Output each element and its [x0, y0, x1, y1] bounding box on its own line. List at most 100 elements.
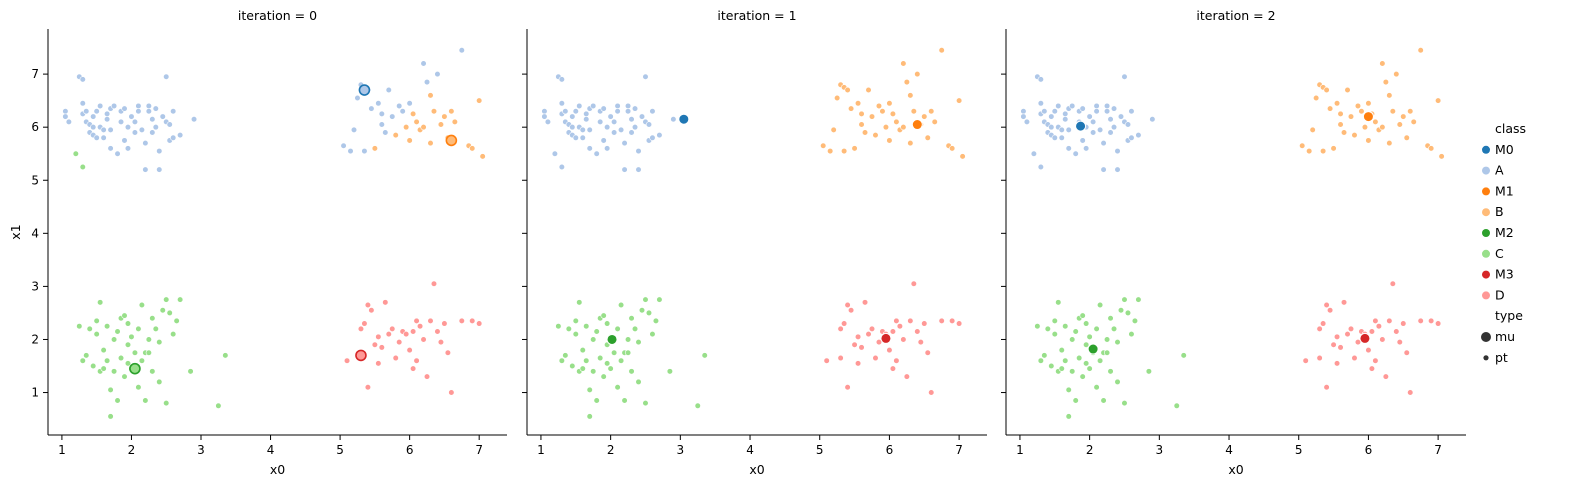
point-a: [100, 134, 107, 141]
point-a: [1114, 166, 1121, 173]
point-c: [572, 331, 579, 338]
point-c: [1069, 368, 1076, 375]
point-d: [1365, 346, 1372, 354]
point-a: [83, 108, 90, 115]
point-a: [170, 108, 177, 115]
point-c: [166, 309, 173, 317]
point-d: [437, 339, 445, 346]
point-a: [190, 116, 198, 123]
point-d: [910, 280, 917, 287]
point-c: [135, 384, 142, 391]
point-b: [914, 71, 921, 78]
point-a: [1090, 129, 1097, 136]
point-b: [458, 47, 465, 54]
point-c: [579, 346, 586, 354]
point-c: [1065, 386, 1072, 393]
legend-marker-b: [1482, 208, 1490, 217]
facet-title: iteration = 1: [717, 8, 796, 23]
point-a: [656, 132, 663, 139]
point-a: [645, 121, 653, 128]
point-a: [1079, 105, 1086, 112]
point-d: [872, 354, 879, 362]
point-d: [385, 331, 392, 338]
point-a: [1096, 126, 1104, 133]
point-a: [1100, 166, 1107, 173]
legend-title-type: type: [1495, 308, 1523, 323]
point-d: [1396, 339, 1403, 346]
x-tick-label: 1: [537, 443, 545, 457]
point-d: [928, 389, 935, 396]
point-a: [142, 140, 149, 147]
x-tick-label: 3: [197, 443, 205, 457]
point-c: [145, 349, 152, 356]
point-a: [170, 134, 177, 141]
point-c: [624, 336, 632, 343]
point-c: [1086, 333, 1093, 340]
x-tick-label: 7: [1434, 443, 1442, 457]
point-b: [886, 100, 893, 107]
point-b: [1410, 118, 1417, 125]
point-b: [1386, 92, 1393, 99]
point-d: [921, 320, 928, 327]
point-c: [156, 339, 163, 346]
point-d: [844, 301, 851, 309]
point-b: [430, 108, 438, 115]
point-b: [928, 108, 935, 115]
point-d: [378, 344, 385, 351]
point-a: [551, 150, 558, 157]
point-b: [361, 147, 368, 155]
point-a: [635, 166, 642, 173]
point-b: [1309, 126, 1316, 133]
point-a: [600, 105, 607, 112]
point-a: [1079, 137, 1086, 144]
point-d: [1326, 307, 1334, 314]
point-b: [820, 142, 827, 149]
point-d: [441, 320, 448, 327]
mean-marker-m3: [880, 332, 892, 344]
legend-label-m1: M1: [1495, 183, 1514, 198]
point-c: [215, 402, 222, 409]
point-d: [1368, 365, 1376, 372]
point-a: [670, 116, 677, 123]
x-tick-label: 6: [406, 443, 414, 457]
point-b: [1358, 108, 1365, 115]
legend-marker-d: [1482, 291, 1490, 300]
point-a: [1093, 102, 1100, 110]
point-c: [562, 352, 569, 359]
x-tick-label: 3: [1156, 443, 1164, 457]
point-d: [1372, 357, 1379, 364]
point-d: [444, 349, 451, 356]
point-a: [1055, 102, 1062, 110]
point-c: [135, 325, 142, 332]
point-d: [458, 317, 465, 324]
legend-label-mu: mu: [1495, 329, 1515, 344]
point-b: [865, 86, 872, 94]
point-b: [1386, 140, 1393, 147]
point-c: [1083, 341, 1090, 348]
point-d: [1323, 384, 1330, 391]
point-a: [1058, 134, 1065, 141]
x-tick-label: 3: [677, 443, 685, 457]
point-b: [1379, 124, 1386, 131]
point-d: [893, 357, 900, 364]
point-c: [173, 317, 180, 324]
point-b: [949, 145, 956, 152]
point-b: [1389, 108, 1396, 115]
point-a: [1062, 116, 1069, 123]
point-a: [1107, 129, 1114, 136]
point-a: [624, 102, 632, 110]
point-a: [1135, 132, 1142, 139]
point-c: [628, 315, 635, 322]
point-d: [837, 325, 844, 332]
point-d: [392, 354, 399, 362]
point-c: [170, 331, 177, 338]
point-b: [427, 140, 434, 147]
point-b: [423, 78, 431, 86]
point-c: [1114, 339, 1121, 346]
point-b: [903, 78, 910, 86]
x-tick-label: 1: [58, 443, 66, 457]
point-b: [476, 97, 483, 104]
point-a: [628, 129, 635, 136]
point-b: [827, 147, 834, 155]
point-c: [1048, 362, 1055, 370]
